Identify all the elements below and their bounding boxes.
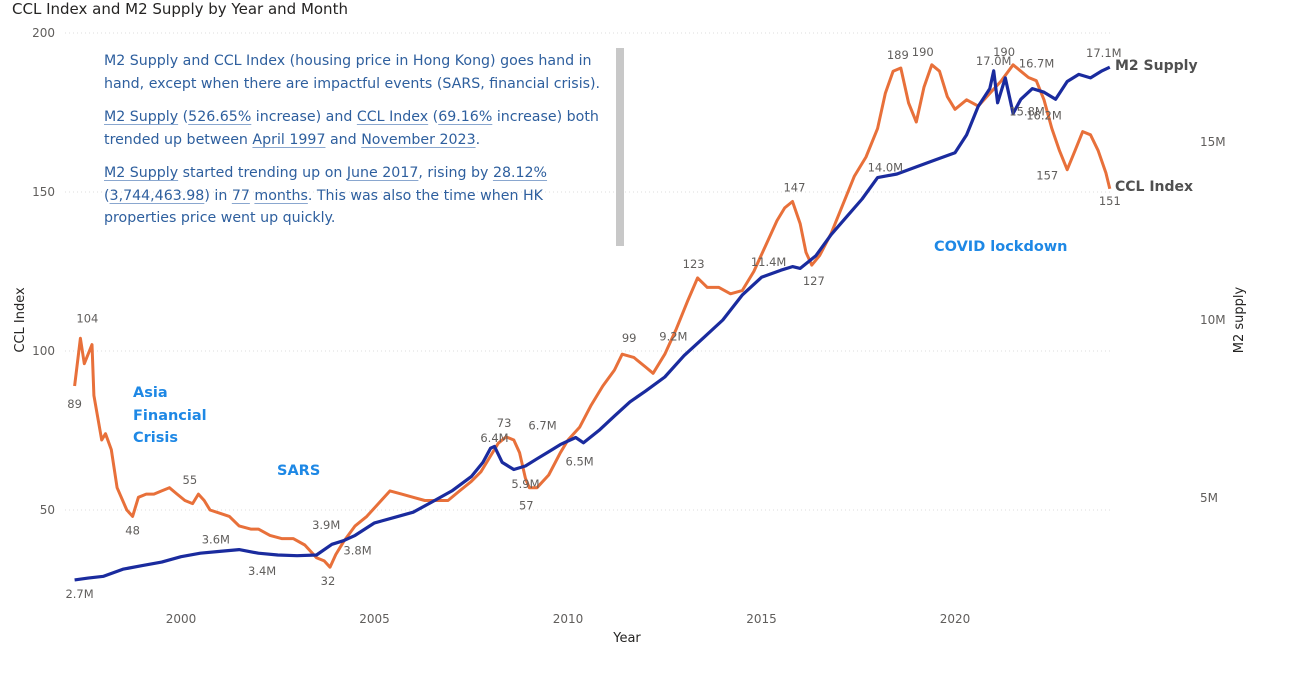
narrative-trend-amount[interactable]: 3,744,463.98 [109, 187, 205, 204]
narrative-text: increase) both trended up between [104, 109, 599, 148]
narrative-ccl-link[interactable]: CCL Index [356, 109, 429, 125]
narrative-trend-num[interactable]: 77 [231, 187, 250, 204]
data-label-ccl: 73 [497, 416, 512, 430]
narrative-paragraph-1: M2 Supply and CCL Index (housing price i… [104, 53, 601, 92]
data-label-ccl: 48 [125, 523, 140, 537]
data-label-ccl: 99 [622, 331, 637, 345]
data-label-m2: 15.8M [1009, 105, 1045, 119]
annotation-line: Crisis [133, 430, 178, 446]
smart-narrative: M2 Supply and CCL Index (housing price i… [104, 50, 614, 241]
narrative-start-date[interactable]: April 1997 [252, 131, 326, 148]
data-label-ccl: 157 [1036, 169, 1058, 183]
narrative-scrollbar[interactable] [616, 48, 624, 246]
y-axis-title: CCL Index [13, 287, 28, 353]
data-label-ccl: 190 [912, 45, 934, 59]
data-label-ccl: 57 [519, 499, 534, 513]
data-label-m2: 11.4M [751, 255, 787, 269]
data-label-m2: 6.5M [566, 455, 594, 469]
y-tick-label: 100 [32, 344, 55, 358]
narrative-m2-pct[interactable]: 526.65% [188, 109, 252, 125]
narrative-text: increase) and [251, 109, 357, 125]
x-tick-label: 2015 [746, 612, 777, 626]
narrative-m2-link[interactable]: M2 Supply [104, 109, 179, 125]
y2-axis-title: M2 supply [1232, 286, 1247, 353]
x-axis-title: Year [612, 631, 641, 646]
x-tick-label: 2010 [553, 612, 584, 626]
narrative-text: . This was also the time when HK propert… [104, 187, 543, 227]
y-tick-label: 150 [32, 185, 55, 199]
annotation-sars: SARS [277, 463, 321, 479]
data-label-m2: 3.4M [248, 564, 276, 578]
data-label-ccl: 89 [67, 397, 82, 411]
narrative-text: ( [104, 187, 110, 204]
series-label-ccl-index: CCL Index [1115, 179, 1193, 195]
data-label-ccl: 151 [1099, 194, 1121, 208]
data-label-m2: 3.8M [343, 544, 371, 558]
annotation-line: Financial [133, 407, 207, 424]
narrative-trend-pct[interactable]: 28.12% [492, 165, 548, 181]
y-tick-label: 50 [40, 503, 55, 517]
data-label-ccl: 123 [683, 257, 705, 271]
data-label-ccl: 32 [321, 574, 336, 588]
narrative-paragraph-2: M2 Supply (526.65% increase) and CCL Ind… [104, 109, 599, 148]
data-label-m2: 3.9M [312, 518, 340, 532]
y2-tick-label: 10M [1200, 313, 1226, 327]
data-label-m2: 5.9M [511, 477, 539, 491]
data-label-m2: 17.1M [1086, 46, 1122, 60]
annotation-covid-lockdown: COVID lockdown [934, 239, 1068, 255]
data-label-ccl: 189 [887, 48, 909, 62]
y-tick-label: 200 [32, 26, 55, 40]
x-tick-label: 2020 [940, 612, 971, 626]
data-label-m2: 6.7M [528, 418, 556, 432]
narrative-text: started trending up on [178, 165, 347, 181]
data-label-m2: 6.4M [480, 431, 508, 445]
narrative-paragraph-3: M2 Supply started trending up on June 20… [104, 162, 614, 230]
narrative-text: , rising by [418, 165, 493, 181]
data-label-m2: 2.7M [65, 587, 93, 601]
narrative-ccl-pct[interactable]: 69.16% [438, 109, 493, 125]
series-label-m2-supply: M2 Supply [1115, 58, 1198, 74]
narrative-trend-date[interactable]: June 2017 [346, 165, 419, 181]
narrative-end-date[interactable]: November 2023 [361, 131, 476, 148]
narrative-m2-link[interactable]: M2 Supply [104, 165, 179, 181]
y2-tick-label: 15M [1200, 135, 1226, 149]
data-label-ccl: 104 [76, 311, 98, 325]
narrative-trend-unit[interactable]: months [254, 187, 308, 204]
data-label-m2: 3.6M [202, 533, 230, 547]
annotation-asia-financial-crisis: Asia Financial Crisis [133, 382, 207, 450]
data-label-m2: 14.0M [868, 161, 904, 175]
x-tick-label: 2005 [359, 612, 390, 626]
series-line-ccl-index [73, 63, 1112, 569]
x-tick-label: 2000 [166, 612, 197, 626]
narrative-text: ) in [204, 187, 232, 204]
data-label-ccl: 147 [783, 181, 805, 195]
data-label-ccl: 127 [803, 274, 825, 288]
data-label-m2: 17.0M [976, 54, 1012, 68]
data-label-ccl: 55 [183, 473, 198, 487]
data-label-ccl: 190 [993, 45, 1015, 59]
narrative-text: and [325, 131, 362, 148]
chart-title: CCL Index and M2 Supply by Year and Mont… [12, 0, 348, 18]
series-line-m2-supply [74, 65, 1111, 582]
data-label-m2: 16.2M [1026, 108, 1062, 122]
data-label-m2: 9.2M [659, 329, 687, 343]
annotation-line: Asia [133, 385, 168, 401]
narrative-text: . [475, 131, 481, 148]
y2-tick-label: 5M [1200, 491, 1218, 505]
data-label-m2: 16.7M [1019, 56, 1055, 70]
